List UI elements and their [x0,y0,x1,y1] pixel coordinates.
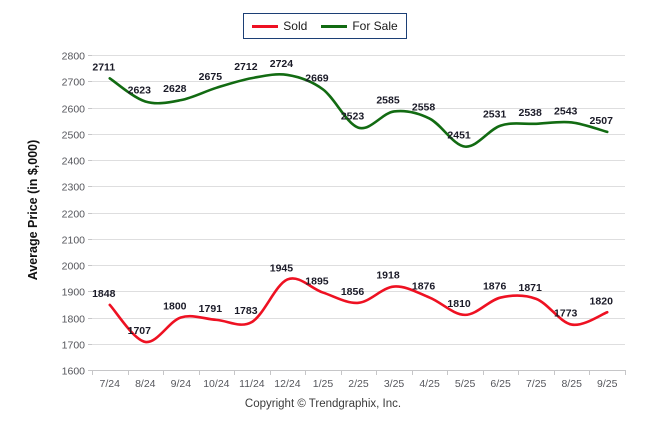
y-tick-label: 1800 [62,314,86,326]
data-label: 2623 [128,84,152,96]
data-label: 2543 [554,105,578,117]
y-tick-label: 2500 [62,130,86,142]
x-tick-label: 9/25 [597,378,618,390]
data-label: 1783 [234,305,258,317]
data-label: 2507 [590,115,614,127]
chart-legend: Sold For Sale [243,13,407,39]
legend-label-for-sale: For Sale [352,19,398,33]
data-label: 2669 [305,72,329,84]
data-label: 1945 [270,262,294,274]
data-label: 2711 [92,61,115,73]
data-label: 1871 [518,282,542,294]
data-label: 2712 [234,61,258,73]
y-tick-label: 2800 [62,51,86,63]
data-label: 1800 [163,301,187,313]
data-label: 1791 [199,303,223,315]
copyright-notice: Copyright © Trendgraphix, Inc. [244,398,402,410]
y-tick-label: 2100 [62,235,86,247]
data-label: 1820 [590,295,614,307]
y-tick-label: 1700 [62,340,86,352]
data-label: 2523 [341,111,365,123]
series-line-sold [108,277,609,344]
x-tick-label: 6/25 [490,378,511,390]
legend-swatch-for-sale [321,24,348,28]
y-tick-label: 2000 [62,261,86,273]
x-tick-label: 2/25 [348,378,369,390]
data-label: 2451 [447,130,471,142]
x-tick-label: 1/25 [313,378,334,390]
y-tick-label: 2600 [62,104,86,116]
data-label: 1876 [412,281,436,293]
y-tick-label: 2200 [62,209,86,221]
data-label: 2585 [376,94,400,106]
legend-swatch-sold [252,24,279,28]
x-tick-label: 11/24 [239,378,265,390]
data-label: 2628 [163,83,187,95]
x-tick-label: 8/25 [561,378,582,390]
x-tick-label: 7/25 [526,378,547,390]
data-label: 1707 [128,325,152,337]
data-label: 1918 [376,270,400,282]
data-label: 2675 [199,71,223,83]
data-label: 1773 [554,308,578,320]
y-tick-label: 2400 [62,156,86,168]
data-label: 1810 [447,298,471,310]
legend-item-sold: Sold [252,19,307,33]
data-label: 2724 [270,58,294,70]
legend-item-for-sale: For Sale [321,19,398,33]
data-label: 2538 [518,107,542,119]
data-label: 1848 [92,288,116,300]
x-tick-label: 5/25 [455,378,476,390]
x-tick-label: 4/25 [419,378,440,390]
x-tick-label: 8/24 [135,378,156,390]
y-tick-label: 2300 [62,182,86,194]
x-tick-label: 9/24 [171,378,192,390]
data-label: 2558 [412,102,436,114]
legend-label-sold: Sold [283,19,308,33]
y-tick-label: 2700 [62,77,86,89]
data-label: 2531 [483,109,507,121]
data-label: 1856 [341,286,365,298]
y-tick-label: 1600 [62,366,86,378]
x-tick-label: 3/25 [384,378,405,390]
data-label: 1876 [483,281,507,293]
data-label: 1895 [305,276,329,288]
y-tick-label: 1900 [62,287,86,299]
series-line-for-sale [108,73,609,148]
x-tick-label: 7/24 [100,378,121,390]
x-tick-label: 12/24 [274,378,300,390]
x-tick-label: 10/24 [203,378,229,390]
